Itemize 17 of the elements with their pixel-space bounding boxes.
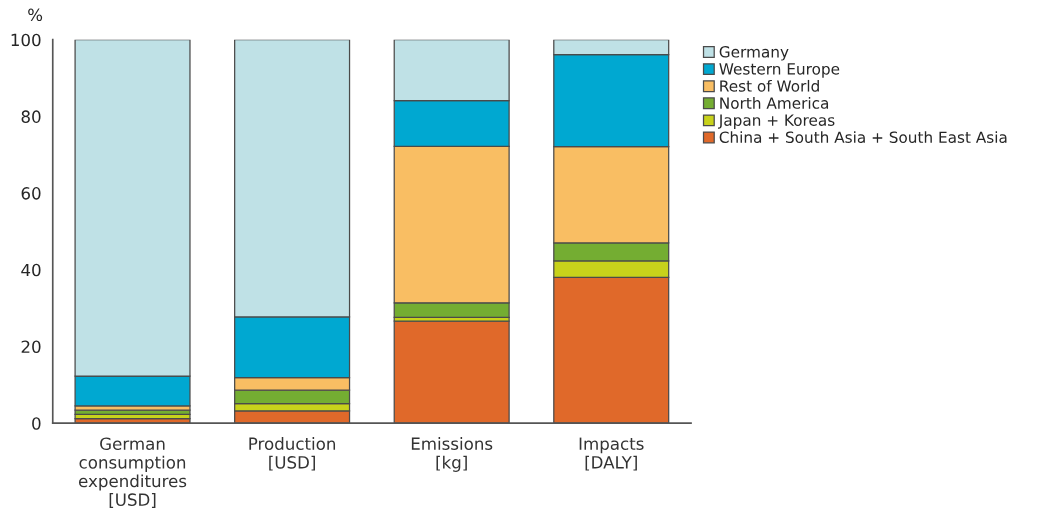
legend-label: Germany (719, 46, 789, 61)
y-tick-label: 40 (21, 263, 41, 277)
legend-label: Japan + Koreas (718, 114, 835, 129)
y-tick-label: 80 (21, 110, 41, 123)
x-tick-label: German consumption expenditures [USD] (78, 437, 187, 508)
y-tick-label: 20 (21, 340, 41, 354)
x-tick-label: Impacts [DALY] (579, 437, 644, 471)
x-tick-label: Production [USD] (249, 437, 336, 471)
y-tick-label: 100 (11, 33, 41, 47)
y-tick-label: 60 (21, 187, 41, 200)
x-tick-label: Emissions [kg] (411, 437, 493, 472)
legend-label: Western Europe (719, 63, 840, 78)
legend-label: Rest of World (720, 79, 819, 92)
y-tick-label: 0 (32, 417, 41, 430)
legend-label: North America (720, 97, 829, 109)
y-axis-title: % (28, 8, 43, 22)
legend-label: China + South Asia + South East Asia (719, 131, 1007, 143)
